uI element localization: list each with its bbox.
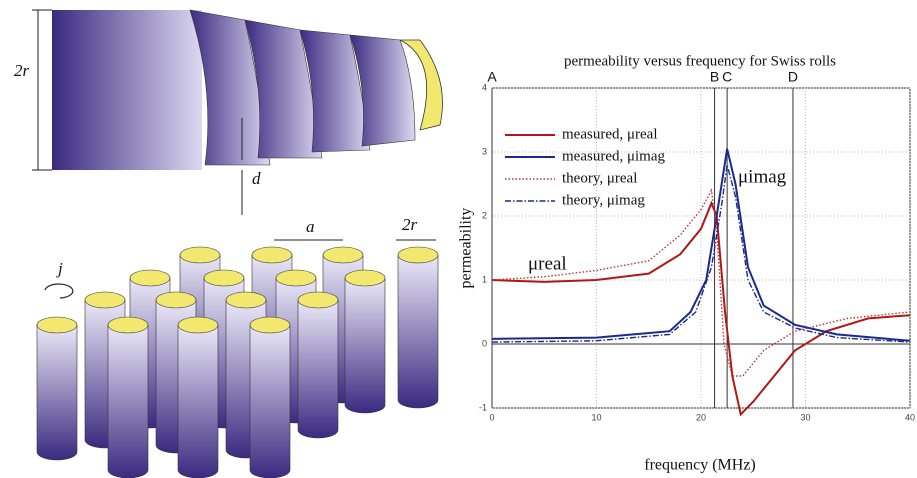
current-label: j [56,259,63,278]
diameter-label: 2r [14,61,30,80]
cylinder-top [36,316,78,334]
y-tick-label: 0 [482,338,487,348]
cylinder [177,324,219,478]
cylinder-array: a 2r j [36,215,439,478]
chart: permeability versus frequency for Swiss … [458,53,915,473]
series-line [491,188,911,377]
cylinder-top [225,291,267,309]
y-tick-label: 1 [482,274,487,284]
cylinder-top [84,291,126,309]
cylinder-top [107,316,149,334]
cylinder-top [249,316,291,334]
y-tick-label: 4 [482,82,487,92]
annotation: μreal [528,253,567,274]
cylinder-top [297,291,339,309]
cylinder-top [344,269,386,287]
spacing-label: a [306,217,315,236]
series-line [491,164,911,343]
cylinder-top [129,269,171,287]
marker-label: D [788,69,798,85]
gap-label: d [252,169,261,188]
cylinder [344,277,386,414]
roll-body [52,10,202,170]
y-axis-label: permeability [458,208,475,289]
x-tick-label: 0 [489,412,494,422]
annotation: μimag [738,166,787,187]
legend-label: theory, μreal [562,170,637,186]
cylinder-diameter-label: 2r [402,215,418,234]
chart-title: permeability versus frequency for Swiss … [564,53,836,69]
x-tick-label: 20 [696,412,706,422]
series-line [491,200,911,417]
roll-end [399,39,443,131]
swiss-roll: 2r d [14,9,443,215]
x-tick-label: 10 [591,412,601,422]
cylinder-top [177,316,219,334]
marker-label: C [722,69,732,85]
legend-label: measured, μreal [562,126,658,142]
y-tick-label: 2 [482,210,487,220]
y-tick-label: 3 [482,146,487,156]
series-line [491,148,911,342]
cylinder-top [397,246,439,264]
marker-label: A [487,69,497,85]
roll-turn [349,34,416,147]
roll-turn [189,9,271,166]
legend-label: theory, μimag [562,192,645,208]
x-axis-label: frequency (MHz) [644,457,756,474]
x-tick-label: 30 [800,412,810,422]
y-tick-label: -1 [479,402,487,412]
legend-label: measured, μimag [562,148,666,164]
marker-label: B [710,69,719,85]
cylinder-top [179,246,221,264]
cylinder-top [275,269,317,287]
cylinder-top [203,269,245,287]
roll-turn [244,19,323,159]
cylinder [107,324,149,478]
cylinder-top [322,246,364,264]
x-tick-label: 40 [905,412,915,422]
cylinder [36,324,78,461]
cylinder-top [251,246,293,264]
cylinder [297,299,339,439]
cylinder-top [155,291,197,309]
cylinder [249,324,291,478]
roll-turn [299,29,371,153]
cylinder [397,254,439,409]
current-arrow [44,283,74,299]
